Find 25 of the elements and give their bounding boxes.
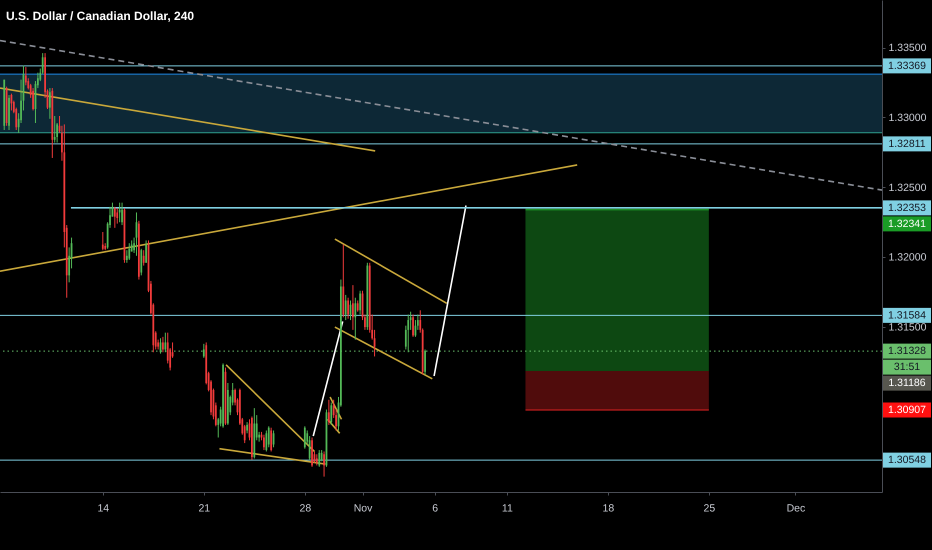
x-tick-label: 14 xyxy=(97,502,110,514)
text: 1.31186 xyxy=(888,377,926,390)
series-label: 1.32353 xyxy=(888,202,926,214)
ref-line-label: 1.31584 xyxy=(888,309,926,322)
x-tick-label: Dec xyxy=(786,502,806,514)
ref-line-label: 1.32811 xyxy=(888,138,926,150)
ref-line-label: 1.30548 xyxy=(888,454,926,466)
text: 1.32341 xyxy=(888,218,926,230)
x-tick-label: Nov xyxy=(354,502,374,514)
text: 31:51 xyxy=(894,361,920,374)
x-tick-label: 11 xyxy=(502,502,513,514)
y-tick-label: 1.33000 xyxy=(888,112,927,124)
x-tick-label: 25 xyxy=(704,502,716,514)
y-tick-label: 1.32500 xyxy=(888,182,927,194)
text: 1.30907 xyxy=(888,404,926,416)
x-tick-label: 21 xyxy=(198,502,210,514)
x-tick-label: 18 xyxy=(602,502,614,514)
ref-line-label: 1.31328 xyxy=(888,345,926,358)
x-tick-label: 28 xyxy=(299,502,312,514)
y-tick-label: 1.32000 xyxy=(888,252,927,264)
y-tick-label: 1.33500 xyxy=(888,42,927,54)
ref-line-label: 1.33369 xyxy=(888,60,926,72)
x-tick-label: 6 xyxy=(432,502,438,514)
text: U.S. Dollar / Canadian Dollar, 240 xyxy=(6,9,194,23)
y-tick-label: 1.31500 xyxy=(888,322,927,334)
